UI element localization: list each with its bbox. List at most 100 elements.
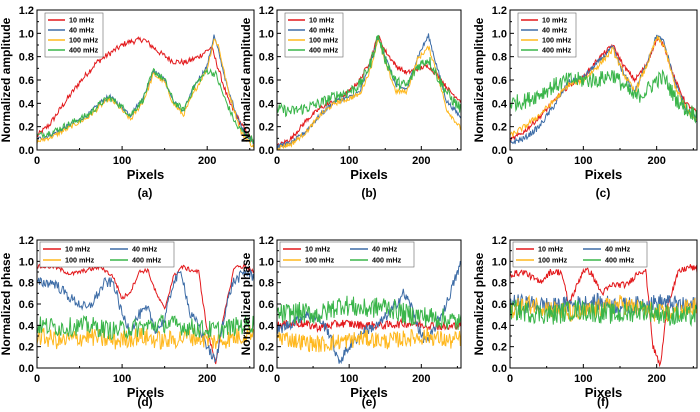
series-line-100-mHz: [510, 35, 697, 137]
x-tick-label: 100: [340, 155, 358, 167]
y-tick-label: 1.2: [19, 5, 34, 17]
y-tick-label: 0.6: [19, 75, 34, 87]
panel-c: 0.0 0.2 0.4 0.6 0.8 1.0 1.2 0 100 200 Pixels Normal…: [472, 5, 698, 200]
panel-label: (c): [596, 186, 611, 200]
x-tick-label: 200: [198, 155, 216, 167]
y-tick-label: 0.0: [259, 145, 274, 157]
x-axis-label: Pixels: [127, 167, 165, 182]
y-tick-label: 1.0: [259, 28, 274, 40]
series-line-10-mHz: [37, 263, 254, 365]
x-tick-label: 0: [507, 373, 513, 385]
y-tick-label: 0.0: [19, 145, 34, 157]
y-tick-label: 0.8: [19, 52, 34, 64]
series-line-40-mHz: [37, 268, 254, 364]
legend-label: 400 mHz: [372, 256, 402, 265]
y-tick-label: 1.0: [492, 256, 507, 268]
y-tick-label: 0.2: [19, 342, 34, 354]
y-tick-label: 0.8: [492, 278, 507, 290]
y-tick-label: 1.0: [259, 256, 274, 268]
legend: 10 mHz 40 mHz 100 mHz 400 mHz: [279, 241, 415, 268]
series-line-400-mHz: [277, 295, 461, 330]
y-tick-label: 0.2: [492, 342, 507, 354]
series-line-400-mHz: [37, 313, 254, 341]
series-line-100-mHz: [277, 38, 461, 150]
legend-label: 10 mHz: [309, 16, 335, 25]
y-tick-label: 0.6: [19, 299, 34, 311]
y-axis-label: Normalized phase: [239, 252, 253, 355]
panel-f: 0.0 0.2 0.4 0.6 0.8 1.0 1.2 0 100 200 Pixels Normal…: [472, 235, 698, 409]
y-tick-label: 0.6: [259, 75, 274, 87]
legend-label: 100 mHz: [542, 36, 572, 45]
y-tick-label: 0.4: [259, 98, 275, 110]
x-tick-label: 0: [274, 155, 280, 167]
legend-label: 10 mHz: [69, 16, 95, 25]
y-axis-label: Normalized amplitude: [0, 17, 13, 142]
y-tick-label: 0.0: [259, 363, 274, 375]
series-line-100-mHz: [37, 38, 254, 150]
x-axis-label: Pixels: [350, 385, 388, 400]
y-tick-label: 1.0: [492, 28, 507, 40]
legend-label: 40 mHz: [69, 26, 95, 35]
y-tick-label: 0.2: [259, 122, 274, 134]
legend-label: 400 mHz: [69, 46, 99, 55]
y-axis-label: Normalized phase: [472, 252, 486, 355]
y-tick-label: 0.2: [259, 342, 274, 354]
x-tick-label: 200: [412, 373, 430, 385]
x-axis-label: Pixels: [585, 385, 623, 400]
y-tick-label: 0.2: [19, 122, 34, 134]
series-line-400-mHz: [510, 69, 697, 124]
y-tick-label: 1.2: [19, 235, 34, 247]
legend-label: 40 mHz: [372, 245, 398, 254]
series-line-400-mHz: [277, 34, 461, 118]
y-tick-label: 1.2: [492, 235, 507, 247]
y-tick-label: 0.0: [492, 145, 507, 157]
legend-label: 400 mHz: [132, 256, 162, 265]
y-tick-label: 0.4: [492, 98, 508, 110]
x-tick-label: 100: [574, 155, 592, 167]
y-tick-label: 1.2: [492, 5, 507, 17]
legend-label: 10 mHz: [542, 16, 568, 25]
panel-d: 0.0 0.2 0.4 0.6 0.8 1.0 1.2 0 100 200 Pixels Normal…: [0, 235, 255, 409]
series-line-10-mHz: [510, 264, 697, 368]
y-tick-label: 0.2: [492, 122, 507, 134]
y-tick-label: 0.8: [19, 278, 34, 290]
legend-box: [512, 241, 648, 268]
panel-e: 0.0 0.2 0.4 0.6 0.8 1.0 1.2 0 100 200 Pixels Normal…: [239, 235, 462, 409]
y-tick-label: 1.0: [19, 256, 34, 268]
x-tick-label: 100: [113, 155, 131, 167]
legend-label: 40 mHz: [605, 245, 631, 254]
legend-label: 400 mHz: [309, 46, 339, 55]
y-tick-label: 1.2: [259, 235, 274, 247]
panel-label: (a): [138, 186, 153, 200]
panel-label: (d): [137, 395, 152, 409]
legend-label: 10 mHz: [538, 245, 564, 254]
series-line-100-mHz: [277, 327, 461, 353]
y-tick-label: 0.0: [492, 363, 507, 375]
y-tick-label: 0.4: [259, 320, 275, 332]
x-axis-label: Pixels: [350, 167, 388, 182]
y-tick-label: 0.4: [19, 320, 35, 332]
y-tick-label: 1.2: [259, 5, 274, 17]
y-tick-label: 1.0: [19, 28, 34, 40]
y-tick-label: 0.4: [492, 320, 508, 332]
y-axis-label: Normalized phase: [0, 252, 13, 355]
legend-box: [279, 241, 415, 268]
panel-label: (b): [361, 186, 376, 200]
legend-label: 100 mHz: [305, 256, 335, 265]
series-line-10-mHz: [277, 317, 461, 333]
x-tick-label: 200: [647, 155, 665, 167]
legend-label: 40 mHz: [542, 26, 568, 35]
series-line-400-mHz: [37, 67, 254, 144]
y-axis-label: Normalized amplitude: [472, 17, 486, 142]
y-tick-label: 0.8: [492, 52, 507, 64]
x-tick-label: 200: [198, 373, 216, 385]
series-line-400-mHz: [510, 299, 697, 327]
legend-label: 10 mHz: [305, 245, 331, 254]
x-tick-label: 0: [507, 155, 513, 167]
x-tick-label: 200: [412, 155, 430, 167]
